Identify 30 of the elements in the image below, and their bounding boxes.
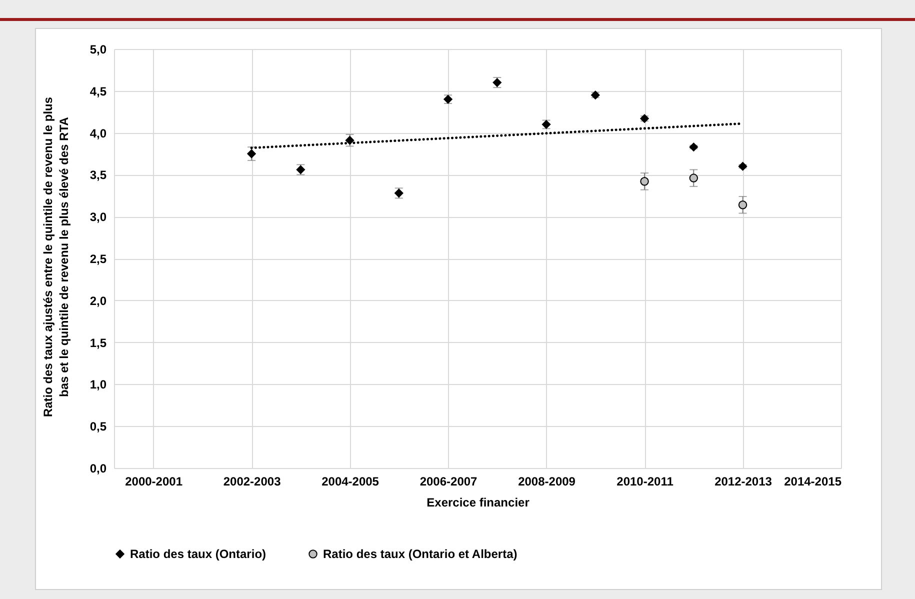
y-tick-label: 2,5 — [90, 252, 107, 266]
point — [345, 136, 354, 145]
x-tick-label: 2000-2001 — [125, 474, 183, 488]
x-tick-label: 2012-2013 — [714, 474, 772, 488]
point — [689, 174, 698, 182]
y-axis-title: Ratio des taux ajustés entre le quintile de revenu le plus bas et le quintile de revenu le plus élevé des RTA — [40, 96, 72, 420]
legend-label: Ratio des taux (Ontario) — [130, 547, 266, 561]
y-tick-label: 4,0 — [90, 126, 107, 140]
y-tick-label: 0,0 — [90, 462, 107, 476]
x-tick-label: 2014-2015 — [784, 474, 842, 488]
x-tick-label: 2004-2005 — [322, 474, 380, 488]
y-tick-label: 3,5 — [90, 168, 107, 182]
y-tick-label: 5,0 — [90, 42, 107, 56]
point — [640, 177, 649, 186]
y-tick-label: 1,0 — [90, 378, 107, 392]
x-axis-title: Exercice financier — [426, 496, 530, 510]
x-tick-label: 2008-2009 — [518, 474, 576, 488]
x-tick-label: 2006-2007 — [420, 474, 478, 488]
y-tick-label: 3,0 — [90, 210, 107, 224]
x-tick-label: 2010-2011 — [616, 474, 674, 488]
x-tick-label: 2002-2003 — [223, 474, 282, 488]
y-tick-label: 1,5 — [90, 336, 107, 350]
y-tick-label: 4,5 — [90, 84, 107, 98]
legend-label: Ratio des taux (Ontario et Alberta) — [323, 547, 518, 561]
point — [738, 200, 748, 210]
point — [247, 149, 256, 158]
y-tick-label: 0,5 — [90, 420, 107, 434]
point — [689, 142, 698, 152]
point — [738, 162, 748, 171]
y-tick-label: 2,0 — [90, 294, 107, 308]
